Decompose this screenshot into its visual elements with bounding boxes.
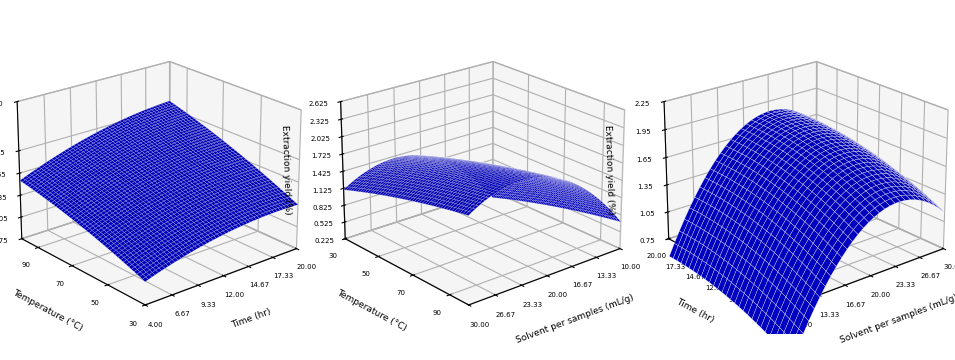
X-axis label: Solvent per samples (mL/g): Solvent per samples (mL/g) (838, 293, 955, 345)
Y-axis label: Temperature (°C): Temperature (°C) (335, 288, 408, 333)
Y-axis label: Temperature (°C): Temperature (°C) (11, 288, 84, 333)
X-axis label: Solvent per samples (mL/g): Solvent per samples (mL/g) (515, 293, 635, 345)
Y-axis label: Time (hr): Time (hr) (674, 297, 715, 325)
X-axis label: Time (hr): Time (hr) (231, 307, 273, 330)
